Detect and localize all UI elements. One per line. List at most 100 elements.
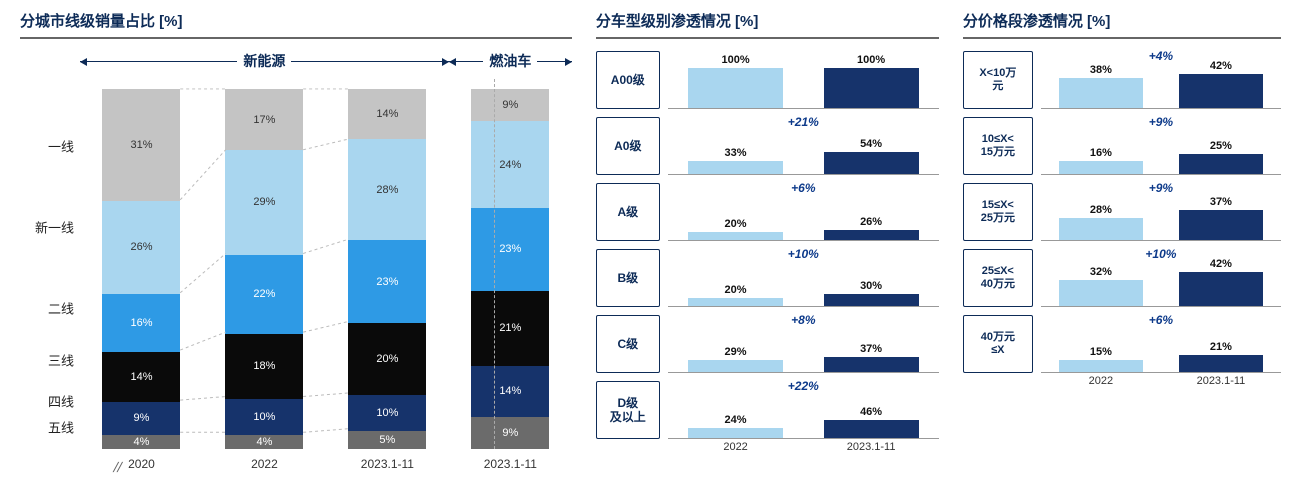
value-label: 25% [1210,140,1232,152]
y-category: 三线 [48,351,74,370]
panel3-title: 分价格段渗透情况 [%] [963,10,1281,39]
bar-segment: 24% [471,121,549,207]
bar-segment: 21% [471,291,549,367]
mini-bar [688,298,783,306]
row-label: X<10万元 [963,51,1033,109]
mini-bar [1179,154,1263,174]
mini-bar [688,232,783,240]
bar-segment: 4% [225,435,303,449]
stacked-bar: 4%10%18%22%29%17% [225,89,303,449]
panel3-xaxis: 2022 2023.1-11 [1041,375,1281,387]
y-category: 一线 [48,136,74,155]
mini-bar-col: 46% [803,381,939,438]
mini-bar-col: 100% [803,51,939,108]
mini-bar [1059,78,1143,108]
row-item: A0级+21%33%54% [596,117,939,175]
row-label: A00级 [596,51,660,109]
row-chart: +6%15%21% [1041,315,1281,373]
bar-segment: 31% [102,89,180,201]
row-label: 10≤X<15万元 [963,117,1033,175]
mini-bar [688,68,783,108]
row-item: 25≤X<40万元+10%32%42% [963,249,1281,307]
mini-bar-col: 16% [1041,117,1161,174]
panel-price-band: 分价格段渗透情况 [%] X<10万元+4%38%42%10≤X<15万元+9%… [963,10,1281,490]
row-chart: +22%24%46% [668,381,939,439]
mini-bar [1059,360,1143,372]
row-chart: +9%28%37% [1041,183,1281,241]
mini-bar [688,428,783,438]
bar-segment: 4% [102,435,180,449]
value-label: 15% [1090,346,1112,358]
row-chart: +9%16%25% [1041,117,1281,175]
mini-bar [1059,161,1143,174]
x-axis-labels: 202020222023.1-112023.1-11 [80,457,572,471]
row-chart: +10%32%42% [1041,249,1281,307]
value-label: 100% [722,54,750,66]
bar-segment: 18% [225,334,303,399]
mini-bar-col: 30% [803,249,939,306]
dashboard-layout: 分城市线级销量占比 [%] 新能源 燃油车 一线新一线二线三线四线五线 4%9%… [20,10,1281,490]
p3-x-1: 2023.1-11 [1161,375,1281,387]
mini-bar-col: 33% [668,117,804,174]
row-label: 40万元≤X [963,315,1033,373]
value-label: 33% [725,147,747,159]
group-labels: 新能源 燃油车 [20,51,572,71]
value-label: 42% [1210,60,1232,72]
bar-segment: 23% [348,240,426,323]
group-b-text: 燃油车 [483,53,537,69]
row-item: 15≤X<25万元+9%28%37% [963,183,1281,241]
row-item: X<10万元+4%38%42% [963,51,1281,109]
mini-bar [1059,218,1143,240]
panel1-title: 分城市线级销量占比 [%] [20,10,572,39]
value-label: 16% [1090,147,1112,159]
mini-bar [824,68,919,108]
row-label: B级 [596,249,660,307]
group-b-label: 燃油车 [449,51,572,71]
p2-x-0: 2022 [668,441,804,453]
mini-bar [1179,355,1263,372]
mini-bar-col: 37% [803,315,939,372]
bar-segment: 14% [348,89,426,139]
mini-bar [824,152,919,174]
mini-bar [824,357,919,372]
bar-segment: 16% [102,294,180,352]
row-item: C级+8%29%37% [596,315,939,373]
row-item: 10≤X<15万元+9%16%25% [963,117,1281,175]
mini-bar-col: 38% [1041,51,1161,108]
p2-x-1: 2023.1-11 [803,441,939,453]
panel-vehicle-class: 分车型级别渗透情况 [%] A00级 100% 100% A0级+21%33%54% A… [596,10,939,490]
value-label: 42% [1210,258,1232,270]
bar-segment: 9% [471,89,549,121]
value-label: 37% [860,343,882,355]
value-label: 28% [1090,204,1112,216]
value-label: 29% [725,346,747,358]
y-category: 五线 [48,417,74,436]
row-label: C级 [596,315,660,373]
mini-bar-col: 20% [668,249,804,306]
row-label: A级 [596,183,660,241]
mini-bar [824,420,919,438]
bar-slot: 4%9%14%16%26%31% [80,79,203,449]
bar-segment: 14% [102,352,180,402]
panel2-title: 分车型级别渗透情况 [%] [596,10,939,39]
mini-bar-col: 29% [668,315,804,372]
row-label: D级及以上 [596,381,660,439]
bar-segment: 5% [348,431,426,449]
y-category: 四线 [48,391,74,410]
bar-segment: 9% [471,417,549,449]
bar-segment: 9% [102,402,180,434]
mini-bar-col: 21% [1161,315,1281,372]
bar-segment: 10% [348,395,426,431]
row-item: A级+6%20%26% [596,183,939,241]
row-chart: 100% 100% [668,51,939,109]
value-label: 46% [860,406,882,418]
bar-segment: 23% [471,208,549,291]
row-chart: +10%20%30% [668,249,939,307]
row-label: 25≤X<40万元 [963,249,1033,307]
bar-segment: 22% [225,255,303,334]
bar-slot: 4%10%18%22%29%17% [203,79,326,449]
row-chart: +21%33%54% [668,117,939,175]
value-label: 32% [1090,266,1112,278]
y-axis-categories: 一线新一线二线三线四线五线 [20,79,78,449]
mini-bar-col: 42% [1161,51,1281,108]
